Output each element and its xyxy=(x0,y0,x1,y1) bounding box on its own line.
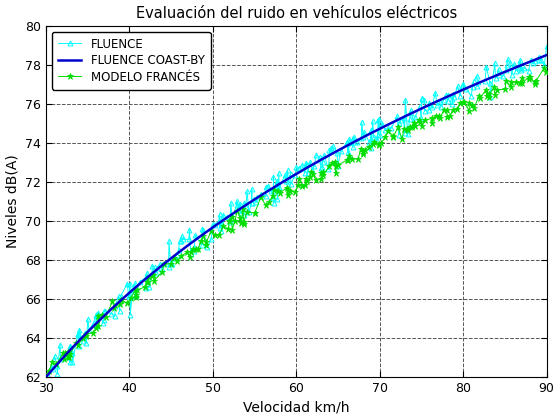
FLUENCE COAST-BY xyxy=(349,140,356,145)
Y-axis label: Niveles dB(A): Niveles dB(A) xyxy=(6,155,20,248)
MODELO FRANCÉS xyxy=(40,374,46,379)
FLUENCE xyxy=(547,51,553,56)
FLUENCE COAST-BY xyxy=(340,145,347,150)
FLUENCE xyxy=(41,389,48,394)
FLUENCE xyxy=(242,205,249,210)
FLUENCE COAST-BY xyxy=(464,85,471,90)
Line: MODELO FRANCÉS: MODELO FRANCÉS xyxy=(40,65,549,380)
Line: FLUENCE: FLUENCE xyxy=(41,44,552,394)
FLUENCE COAST-BY xyxy=(44,373,51,378)
FLUENCE xyxy=(543,44,550,49)
MODELO FRANCÉS xyxy=(124,300,130,305)
MODELO FRANCÉS xyxy=(40,372,46,377)
FLUENCE COAST-BY xyxy=(43,375,49,380)
MODELO FRANCÉS xyxy=(208,229,214,234)
X-axis label: Velocidad km/h: Velocidad km/h xyxy=(243,400,349,415)
FLUENCE xyxy=(79,339,86,344)
FLUENCE xyxy=(40,380,46,385)
MODELO FRANCÉS xyxy=(304,178,310,183)
FLUENCE COAST-BY xyxy=(543,52,550,58)
MODELO FRANCÉS xyxy=(540,66,547,71)
MODELO FRANCÉS xyxy=(111,305,118,310)
Legend: FLUENCE, FLUENCE COAST-BY, MODELO FRANCÉS: FLUENCE, FLUENCE COAST-BY, MODELO FRANCÉ… xyxy=(52,32,211,90)
FLUENCE COAST-BY xyxy=(496,71,503,76)
MODELO FRANCÉS xyxy=(269,193,276,198)
FLUENCE xyxy=(379,121,385,126)
Line: FLUENCE COAST-BY: FLUENCE COAST-BY xyxy=(46,55,547,377)
FLUENCE COAST-BY xyxy=(339,146,346,151)
MODELO FRANCÉS xyxy=(40,374,46,379)
FLUENCE xyxy=(176,238,183,243)
FLUENCE xyxy=(426,101,433,106)
MODELO FRANCÉS xyxy=(542,69,549,74)
FLUENCE xyxy=(468,93,474,98)
Title: Evaluación del ruido en vehículos eléctricos: Evaluación del ruido en vehículos eléctr… xyxy=(136,5,457,21)
